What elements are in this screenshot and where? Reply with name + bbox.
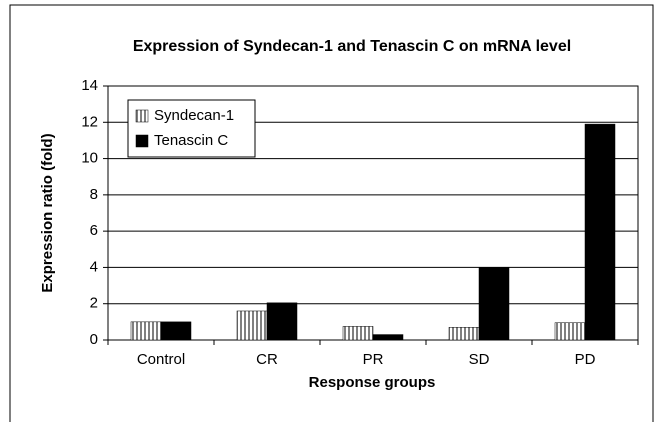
x-tick-label: CR [256, 351, 278, 368]
bar [554, 322, 586, 341]
bar [478, 267, 510, 341]
bar [584, 123, 616, 341]
legend-swatch [135, 109, 149, 123]
y-tick-label: 6 [90, 222, 98, 239]
x-tick-label: SD [469, 351, 490, 368]
bar [266, 302, 298, 341]
legend-box [127, 99, 256, 158]
y-tick-label: 14 [81, 77, 98, 94]
x-tick-label: Control [137, 351, 185, 368]
chart-title: Expression of Syndecan-1 and Tenascin C … [133, 38, 571, 55]
y-tick-label: 2 [90, 295, 98, 312]
x-tick-label: PD [575, 351, 596, 368]
y-tick-label: 12 [81, 113, 98, 130]
y-tick-label: 8 [90, 186, 98, 203]
y-axis-title: Expression ratio (fold) [39, 133, 56, 292]
bar [342, 326, 374, 341]
legend-label: Syndecan-1 [154, 107, 234, 124]
legend-swatch [135, 134, 149, 148]
legend-label: Tenascin C [154, 132, 228, 149]
y-tick-label: 0 [90, 331, 98, 348]
bar [448, 327, 480, 341]
bar [130, 321, 162, 341]
frame [9, 4, 654, 422]
x-axis-title: Response groups [309, 374, 436, 391]
y-tick-label: 4 [90, 258, 98, 275]
y-tick-label: 10 [81, 150, 98, 167]
bar [372, 334, 404, 341]
x-tick-label: PR [363, 351, 384, 368]
bar [236, 310, 268, 341]
bar [160, 321, 192, 341]
